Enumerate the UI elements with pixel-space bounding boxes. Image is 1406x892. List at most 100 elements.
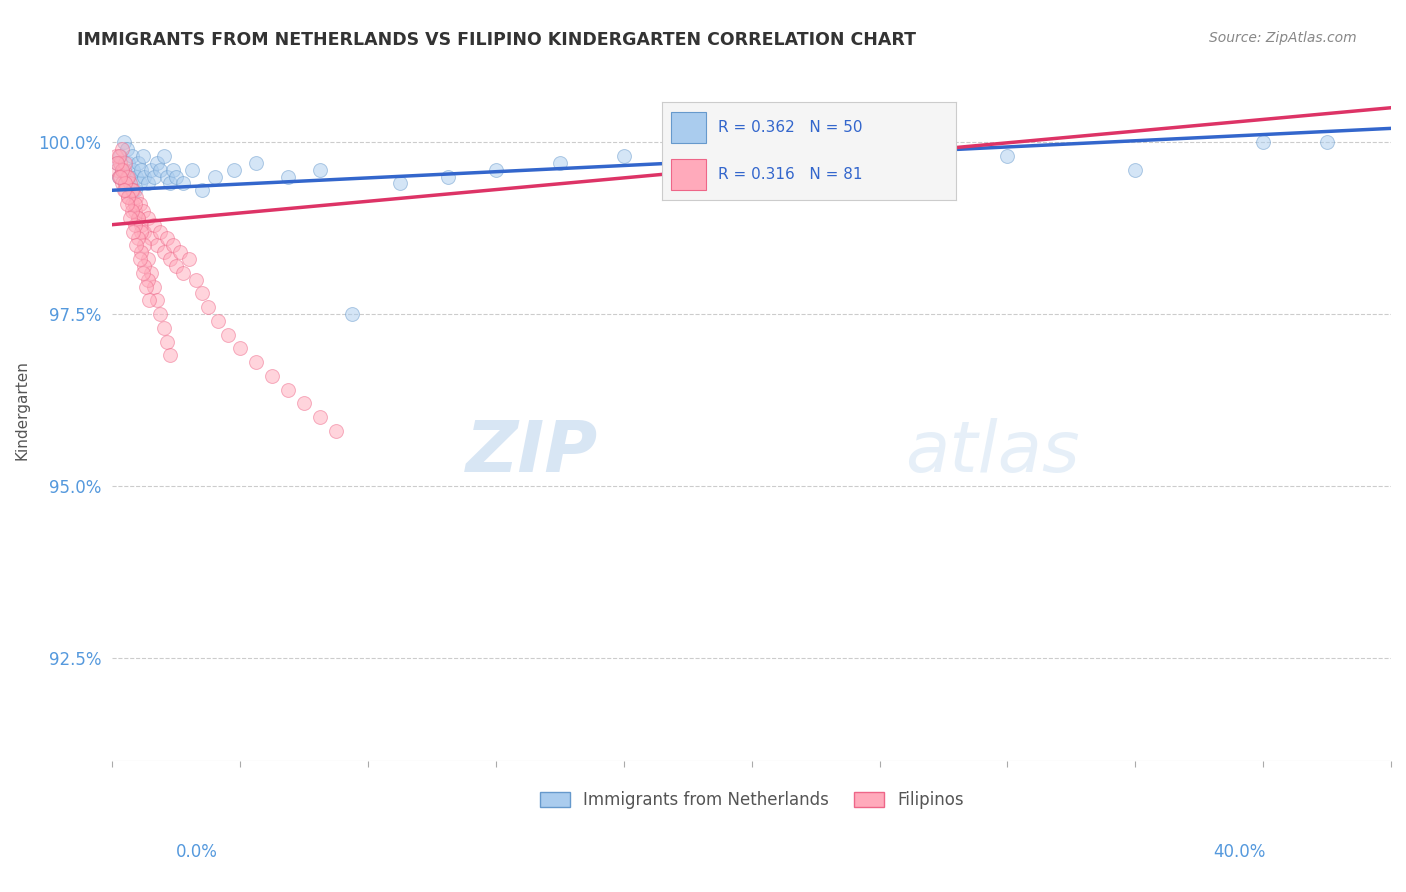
Point: [184, 273, 207, 287]
Point: [117, 190, 139, 204]
Point: [111, 177, 134, 191]
Point: [124, 183, 146, 197]
Point: [118, 177, 141, 191]
Point: [121, 203, 143, 218]
Point: [146, 293, 169, 308]
Text: 0.0%: 0.0%: [176, 843, 218, 861]
Point: [277, 169, 299, 184]
Text: 40.0%: 40.0%: [1213, 843, 1265, 861]
Point: [124, 203, 146, 218]
Point: [169, 245, 191, 260]
Point: [134, 225, 156, 239]
Text: Source: ZipAtlas.com: Source: ZipAtlas.com: [1209, 31, 1357, 45]
Point: [485, 162, 508, 177]
Point: [197, 300, 219, 314]
Point: [115, 197, 138, 211]
Point: [125, 190, 148, 204]
Point: [124, 218, 146, 232]
Point: [111, 162, 134, 177]
Point: [129, 245, 152, 260]
Point: [128, 197, 150, 211]
Point: [548, 155, 571, 169]
Point: [149, 162, 172, 177]
Point: [217, 327, 239, 342]
Text: atlas: atlas: [905, 418, 1080, 487]
Point: [156, 334, 179, 349]
Text: ZIP: ZIP: [465, 418, 599, 487]
Point: [115, 142, 138, 156]
Point: [114, 155, 136, 169]
Point: [110, 149, 132, 163]
Point: [108, 169, 131, 184]
Point: [124, 197, 146, 211]
Point: [132, 149, 155, 163]
Point: [172, 266, 194, 280]
Point: [1316, 135, 1339, 149]
Point: [165, 169, 187, 184]
Point: [112, 183, 135, 197]
Point: [143, 279, 166, 293]
Point: [104, 149, 127, 163]
Point: [127, 211, 149, 225]
Point: [117, 190, 139, 204]
Point: [121, 149, 143, 163]
Point: [134, 169, 156, 184]
Point: [121, 183, 143, 197]
Point: [222, 162, 245, 177]
Point: [229, 342, 252, 356]
Point: [125, 169, 148, 184]
Point: [111, 162, 134, 177]
Point: [112, 162, 135, 177]
Point: [340, 307, 363, 321]
Point: [245, 355, 267, 369]
Point: [128, 252, 150, 266]
Legend: Immigrants from Netherlands, Filipinos: Immigrants from Netherlands, Filipinos: [533, 785, 970, 816]
Point: [122, 183, 145, 197]
Y-axis label: Kindergarten: Kindergarten: [15, 360, 30, 460]
Point: [292, 396, 315, 410]
Point: [159, 252, 181, 266]
Point: [136, 273, 159, 287]
Point: [191, 286, 214, 301]
Point: [152, 321, 174, 335]
Point: [741, 162, 763, 177]
Point: [152, 245, 174, 260]
Point: [114, 183, 136, 197]
Point: [152, 149, 174, 163]
Point: [165, 259, 187, 273]
Point: [122, 162, 145, 177]
Point: [111, 142, 134, 156]
Point: [156, 169, 179, 184]
Point: [136, 252, 159, 266]
Point: [309, 162, 332, 177]
Point: [204, 169, 226, 184]
Point: [804, 155, 827, 169]
Point: [122, 225, 145, 239]
Point: [146, 155, 169, 169]
Point: [132, 266, 155, 280]
Point: [110, 169, 132, 184]
Point: [139, 266, 162, 280]
Point: [139, 162, 162, 177]
Point: [114, 177, 136, 191]
Point: [1123, 162, 1146, 177]
Point: [117, 155, 139, 169]
Point: [114, 177, 136, 191]
Point: [162, 162, 184, 177]
Point: [129, 162, 152, 177]
Point: [105, 155, 128, 169]
Point: [105, 155, 128, 169]
Point: [129, 225, 152, 239]
Point: [179, 252, 201, 266]
Point: [138, 293, 160, 308]
Point: [172, 177, 194, 191]
Point: [143, 169, 166, 184]
Point: [156, 231, 179, 245]
Point: [134, 238, 156, 252]
Point: [262, 368, 284, 383]
Text: IMMIGRANTS FROM NETHERLANDS VS FILIPINO KINDERGARTEN CORRELATION CHART: IMMIGRANTS FROM NETHERLANDS VS FILIPINO …: [77, 31, 917, 49]
Point: [139, 231, 162, 245]
Point: [134, 259, 156, 273]
Point: [149, 307, 172, 321]
Point: [181, 162, 204, 177]
